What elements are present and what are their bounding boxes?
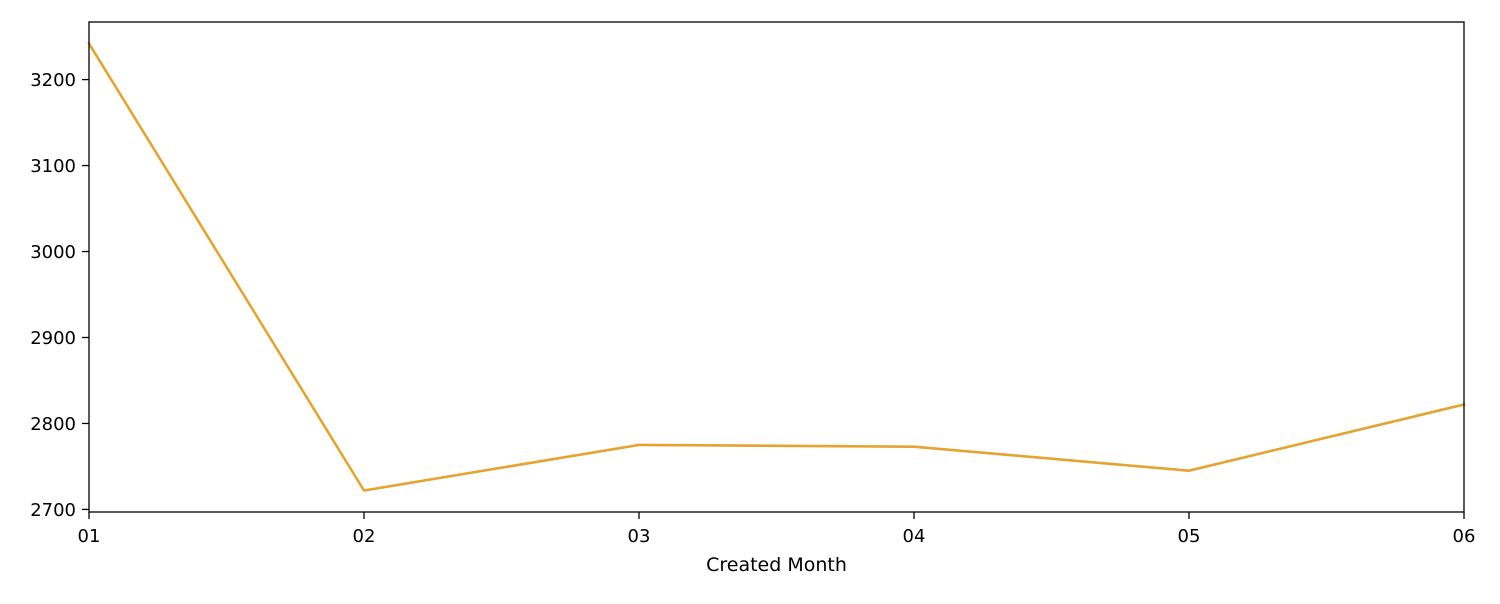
x-tick-label: 04 [903, 526, 926, 547]
x-axis-label: Created Month [706, 554, 847, 576]
x-tick-label: 03 [628, 526, 651, 547]
plot-area [87, 41, 1466, 492]
series-line [87, 41, 1466, 492]
plot-frame [88, 21, 1465, 513]
y-tick-label: 3000 [30, 242, 76, 263]
y-tick-label: 2800 [30, 414, 76, 435]
y-tick-label: 3200 [30, 70, 76, 91]
x-tick-label: 05 [1178, 526, 1201, 547]
y-tick-label: 2900 [30, 328, 76, 349]
x-tick-label: 06 [1453, 526, 1476, 547]
x-tick-label: 02 [353, 526, 376, 547]
y-axis: 2700 2800 2900 3000 3100 3200 [30, 70, 89, 521]
x-axis: 01 02 03 04 05 06 [78, 512, 1476, 547]
y-tick-label: 2700 [30, 500, 76, 521]
y-tick-label: 3100 [30, 156, 76, 177]
x-tick-label: 01 [78, 526, 101, 547]
